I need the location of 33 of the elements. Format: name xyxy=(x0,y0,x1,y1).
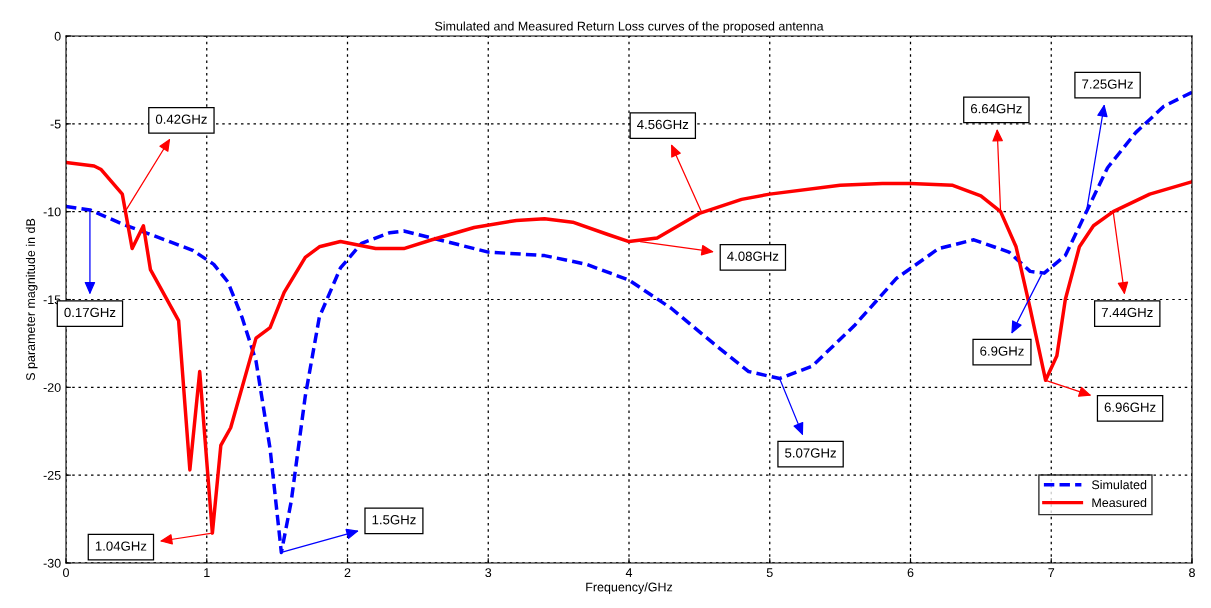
y-tick-label: -20 xyxy=(43,383,61,392)
x-tick-label: 0 xyxy=(63,568,69,578)
line-series xyxy=(66,90,1192,555)
y-axis-title: S parameter magnitude in dB xyxy=(25,218,38,381)
annotation: 6.96GHz xyxy=(1104,402,1156,412)
annotation: 7.25GHz xyxy=(1082,79,1133,89)
y-tick-label: -10 xyxy=(43,207,61,217)
annotation: 0.42GHz xyxy=(155,114,207,124)
annotation: 5.07GHz xyxy=(785,448,836,458)
x-tick-label: 7 xyxy=(1048,568,1055,577)
y-tick-label: 0 xyxy=(54,31,61,41)
annotation: 6.64GHz xyxy=(970,103,1022,114)
annotation: 1.04GHz xyxy=(95,541,147,551)
y-tick-label: -5 xyxy=(50,119,61,129)
x-tick-label: 2 xyxy=(344,568,351,577)
chart-title: Simulated and Measured Return Loss curves of the proposed antenna xyxy=(435,21,824,34)
annotation: 1.5GHz xyxy=(372,515,416,525)
annotation: 7.44GHz xyxy=(1101,307,1153,318)
annotation: 0.17GHz xyxy=(64,307,116,318)
x-tick-label: 1 xyxy=(204,568,210,577)
annotation: 4.56GHz xyxy=(637,119,689,130)
legend-label: Measured xyxy=(1092,497,1147,508)
x-tick-label: 6 xyxy=(907,568,914,578)
x-tick-label: 4 xyxy=(625,568,633,577)
x-tick-label: 8 xyxy=(1189,568,1195,578)
x-axis-title: Frequency/GHz xyxy=(586,582,673,594)
annotation: 4.08GHz xyxy=(727,251,779,261)
y-tick-label: -25 xyxy=(43,470,61,480)
x-tick-label: 5 xyxy=(766,568,773,578)
annotation: 6.9GHz xyxy=(980,346,1024,356)
y-tick-label: -30 xyxy=(43,558,61,568)
legend-label: Simulated xyxy=(1091,480,1147,490)
x-tick-label: 3 xyxy=(485,568,492,578)
